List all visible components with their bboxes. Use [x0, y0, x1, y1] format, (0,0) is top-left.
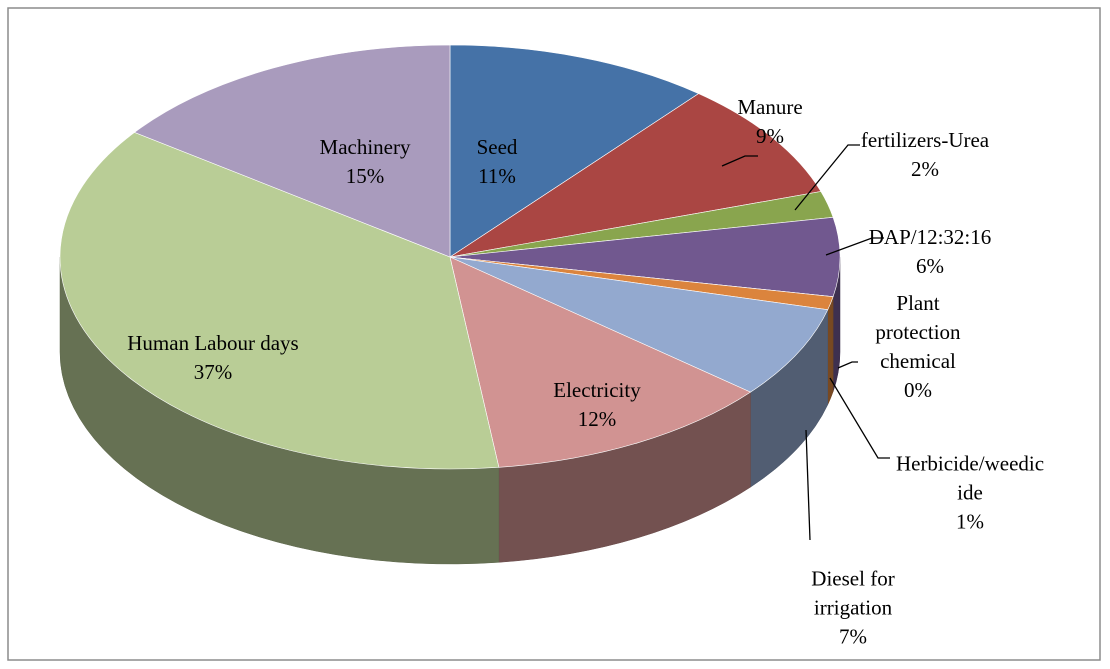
value-label: 6%: [916, 254, 944, 278]
data-label: Diesel for irrigation 7%: [788, 565, 918, 652]
category-label: Plant protection chemical: [875, 291, 961, 373]
category-label: Human Labour days: [127, 331, 299, 355]
leader-line: [805, 429, 811, 541]
data-label: Manure 9%: [715, 93, 825, 151]
value-label: 9%: [756, 124, 784, 148]
pie: [59, 44, 841, 565]
value-label: 12%: [577, 407, 617, 431]
category-label: DAP/12:32:16: [868, 225, 992, 249]
data-label: fertilizers-Urea 2%: [840, 126, 1010, 184]
leader-line: [721, 155, 758, 167]
pie-walls: [59, 256, 841, 565]
data-label: Human Labour days 37%: [118, 329, 308, 387]
data-label: Plant protection chemical 0%: [853, 289, 983, 405]
value-label: 37%: [193, 360, 233, 384]
data-label: Herbicide/weedicide 1%: [895, 450, 1045, 537]
leader-line: [825, 237, 884, 256]
pie-slice: [59, 132, 500, 470]
data-label: Machinery 15%: [300, 133, 430, 191]
pie-slice: [133, 44, 451, 258]
data-label: DAP/12:32:16 6%: [845, 223, 1015, 281]
category-label: fertilizers-Urea: [860, 128, 990, 152]
category-label: Electricity: [553, 378, 641, 402]
value-label: 2%: [911, 157, 939, 181]
value-label: 1%: [956, 509, 984, 534]
leader-line: [829, 377, 890, 459]
value-label: 0%: [904, 378, 932, 402]
data-label: Seed 11%: [452, 133, 542, 191]
pie-slice: [449, 256, 829, 393]
pie-slice: [449, 44, 700, 258]
value-label: 11%: [478, 164, 516, 188]
pie-side: [827, 296, 834, 405]
category-label: Manure: [737, 95, 803, 119]
category-label: Diesel for irrigation: [811, 566, 895, 620]
leader-lines: [721, 144, 890, 541]
pie-tops: [59, 44, 841, 470]
pie-slice: [449, 216, 841, 298]
leader-line: [794, 144, 860, 211]
category-label: Machinery: [319, 135, 411, 159]
value-label: 7%: [839, 624, 867, 649]
category-label: Seed: [476, 135, 518, 159]
data-label: Electricity 12%: [527, 376, 667, 434]
category-label: Herbicide/weedicide: [895, 451, 1045, 505]
value-label: 15%: [345, 164, 385, 188]
pie-slice: [449, 93, 822, 258]
leader-line: [837, 361, 858, 369]
pie-slice: [449, 256, 752, 468]
